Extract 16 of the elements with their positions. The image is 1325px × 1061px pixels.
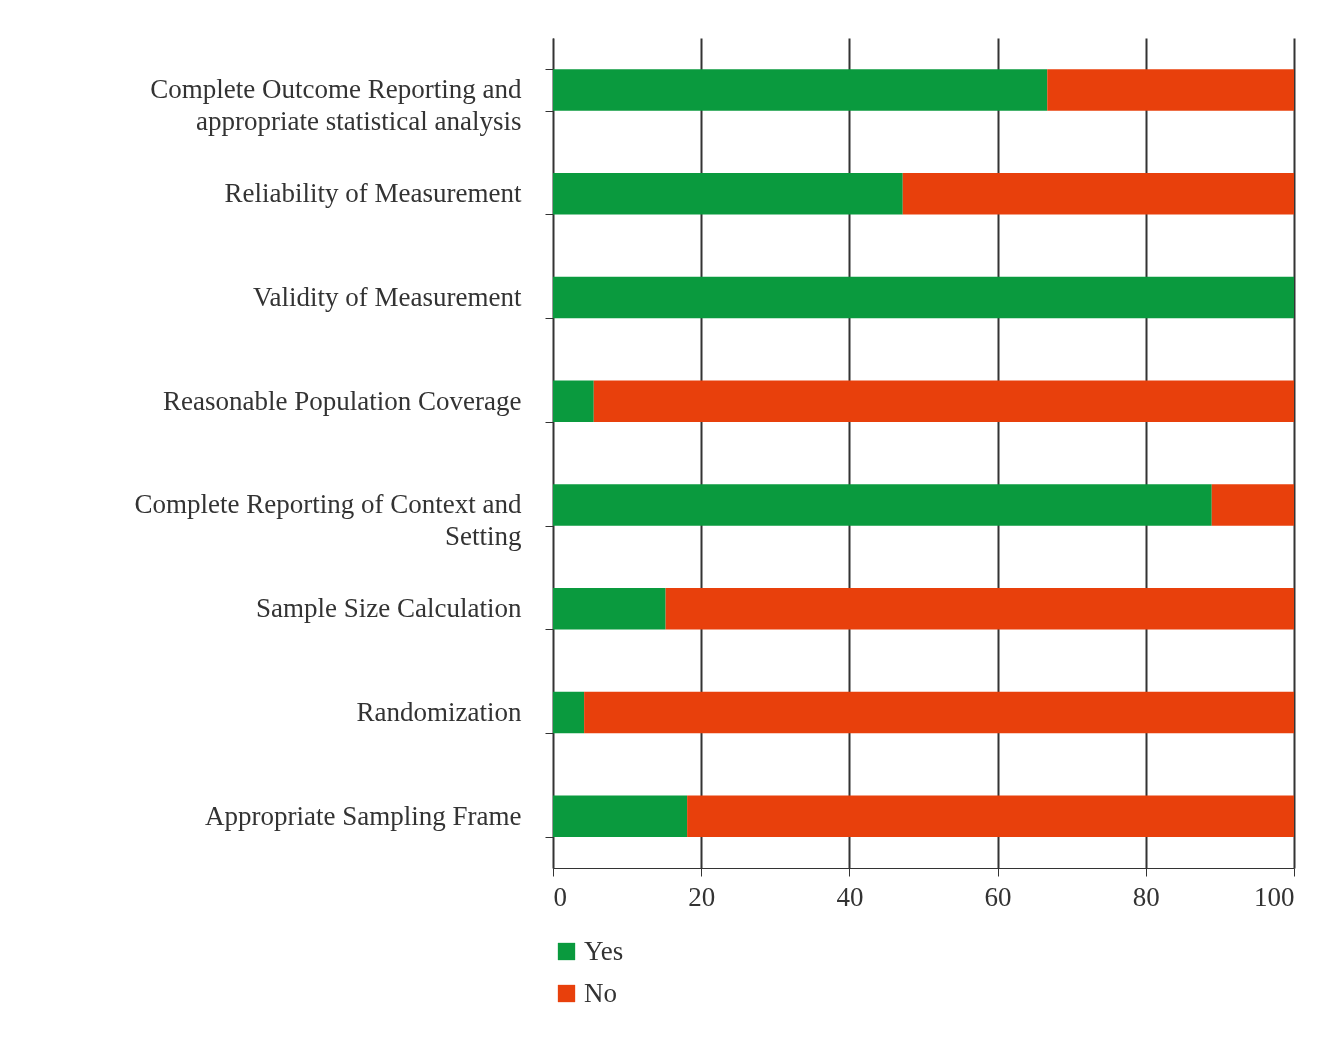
x-tick-label: 0	[553, 881, 567, 912]
x-tick-label: 80	[1132, 881, 1160, 912]
x-tick-label: 40	[836, 881, 864, 912]
y-tick-label: Reasonable Population Coverage	[163, 385, 522, 416]
y-tick-label: Validity of Measurement	[253, 281, 522, 312]
y-tick-label: Complete Reporting of Context and Setting	[134, 489, 522, 552]
x-tick-label: 60	[984, 881, 1012, 912]
legend-label: No	[584, 977, 617, 1008]
y-tick-label: Appropriate Sampling Frame	[205, 800, 522, 831]
x-tick-label: 20	[688, 881, 716, 912]
x-tick-label: 100	[1254, 881, 1295, 912]
y-tick-label: Reliability of Measurement	[224, 178, 522, 209]
y-tick-label: Randomization	[356, 696, 522, 727]
y-tick-label: Complete Outcome Reporting and appropriate statistical analysis	[150, 74, 522, 137]
y-tick-label: Sample Size Calculation	[256, 593, 522, 624]
legend-label: Yes	[584, 935, 624, 966]
